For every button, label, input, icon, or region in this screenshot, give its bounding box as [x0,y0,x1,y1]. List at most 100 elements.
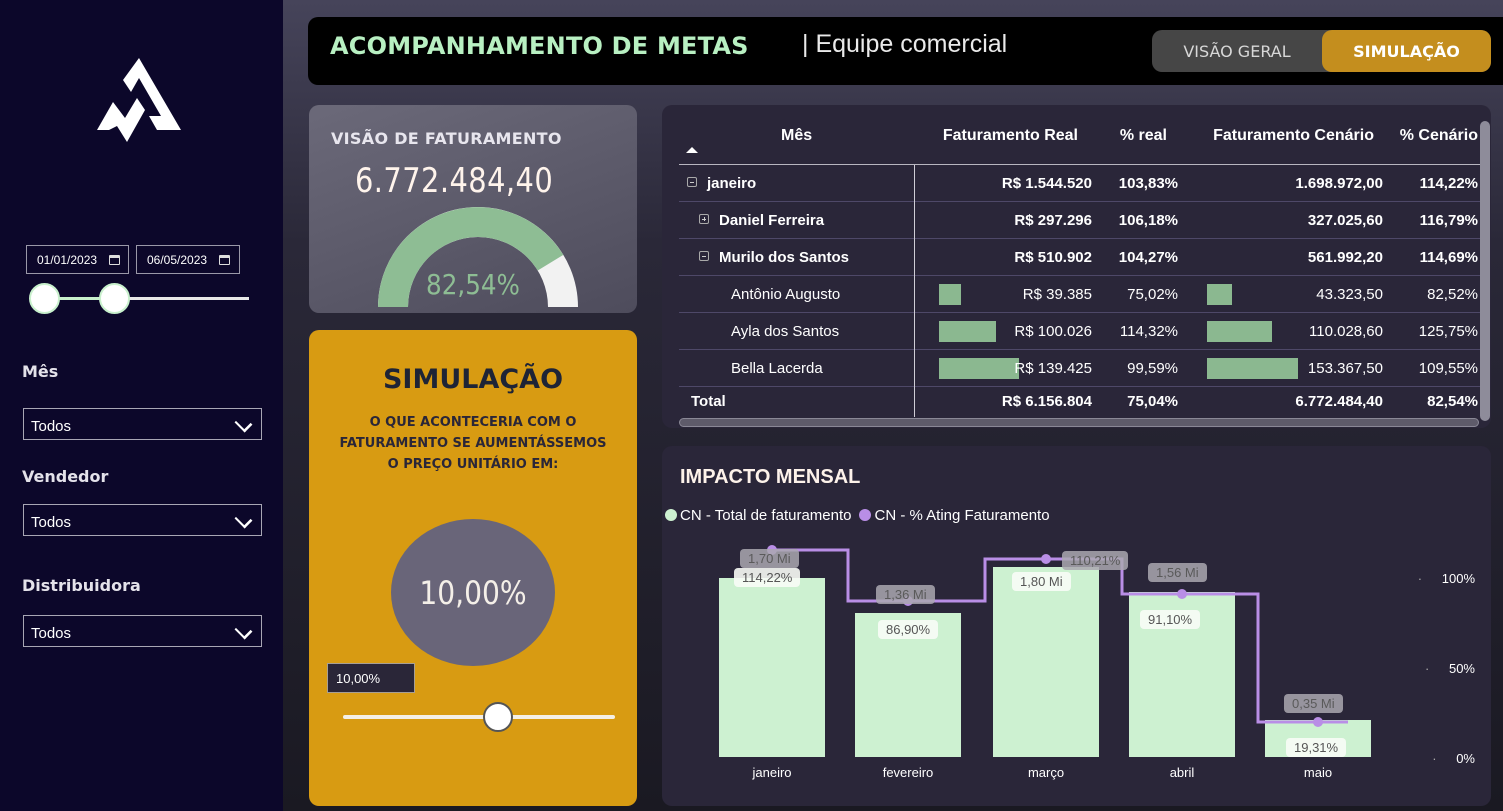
nav-simulacao-button[interactable]: SIMULAÇÃO [1322,30,1491,72]
bar-value-label: 1,80 Mi [1012,572,1071,591]
table-header-row: Mês Faturamento Real % real Faturamento … [679,105,1480,165]
table-total-row: Total R$ 6.156.804 75,04% 6.772.484,40 82,54… [679,387,1480,417]
column-header-mes[interactable]: Mês [781,127,813,144]
filter-label-vendedor: Vendedor [22,467,109,486]
pct-value-label: 114,22% [734,568,801,587]
cell-faturamento-cenario: 153.367,50 [1307,360,1383,377]
row-label: Ayla dos Santos [731,323,840,340]
cell-pct-real: 106,18% [1118,212,1178,229]
column-separator [914,165,915,417]
mes-dropdown[interactable]: Todos [23,408,262,440]
expand-icon[interactable] [699,214,709,224]
revenue-gauge [378,207,578,307]
cell-faturamento-real: R$ 139.425 [1014,360,1092,377]
y-tick-100: 100% [1418,571,1475,586]
distribuidora-dropdown-value: Todos [31,624,72,642]
start-date-input[interactable]: 01/01/2023 [26,245,129,274]
cell-faturamento-real: R$ 297.296 [1014,212,1092,229]
calendar-icon[interactable] [219,254,231,265]
price-increase-slider-handle[interactable] [483,702,513,732]
cell-pct-cenario: 109,55% [1418,360,1478,377]
date-range-start-handle[interactable] [29,283,60,314]
table-row[interactable]: janeiro R$ 1.544.520 103,83% 1.698.972,00 11… [679,165,1480,202]
cell-pct-real: 104,27% [1118,249,1178,266]
legend-item-total[interactable]: CN - Total de faturamento [665,507,851,524]
total-faturamento-real: R$ 6.156.804 [1001,393,1092,410]
cell-pct-real: 103,83% [1118,175,1178,192]
vendedor-dropdown[interactable]: Todos [23,504,262,536]
simulation-value: 10,00% [419,573,527,612]
question-line: O QUE ACONTECERIA COM O [369,415,577,430]
databar-cenario [1207,321,1272,342]
mes-dropdown-value: Todos [31,417,72,435]
page-subtitle: | Equipe comercial [802,30,1008,58]
total-pct-cenario: 82,54% [1427,393,1478,410]
column-header-faturamento-real[interactable]: Faturamento Real [942,127,1078,144]
start-date-value: 01/01/2023 [37,252,98,267]
table-row[interactable]: Murilo dos Santos R$ 510.902 104,27% 561.99… [679,239,1480,276]
legend-dot-icon [665,509,677,521]
vertical-scrollbar[interactable] [1480,121,1490,421]
bar-value-label: 1,70 Mi [740,549,799,568]
bar-value-label: 1,56 Mi [1148,563,1207,582]
kpi-title: VISÃO DE FATURAMENTO [331,129,562,148]
column-header-pct-real[interactable]: % real [1119,127,1167,144]
simulation-value-circle: 10,00% [391,519,555,666]
cell-faturamento-cenario: 110.028,60 [1309,323,1383,340]
price-increase-input[interactable]: 10,00% [327,663,415,693]
nav-visao-geral-button[interactable]: VISÃO GERAL [1183,41,1291,61]
date-range-track[interactable] [44,297,249,300]
end-date-value: 06/05/2023 [147,252,208,267]
simulation-title: SIMULAÇÃO [382,364,564,395]
x-tick-label: janeiro [752,765,792,780]
chevron-down-icon [234,621,253,639]
cell-faturamento-cenario: 1.698.972,00 [1295,175,1383,192]
table-row[interactable]: Daniel Ferreira R$ 297.296 106,18% 327.025,… [679,202,1480,239]
table-row[interactable]: Ayla dos Santos R$ 100.026 114,32% 110.028,… [679,313,1480,350]
logo-icon [97,58,181,142]
cell-faturamento-cenario: 561.992,20 [1307,249,1383,266]
x-tick-label: maio [1303,765,1333,780]
chevron-down-icon [234,414,253,432]
column-header-pct-cenario[interactable]: % Cenário [1399,127,1478,144]
cell-pct-cenario: 114,69% [1419,249,1478,266]
price-increase-slider-track[interactable] [343,715,615,719]
date-range-end-handle[interactable] [99,283,130,314]
table-row[interactable]: Antônio Augusto R$ 39.385 75,02% 43.323,50 8… [679,276,1480,313]
horizontal-scrollbar[interactable] [679,418,1479,427]
column-header-faturamento-cenario[interactable]: Faturamento Cenário [1213,127,1374,144]
table-row[interactable]: Bella Lacerda R$ 139.425 99,59% 153.367,50 1… [679,350,1480,387]
pct-value-label: 110,21% [1062,551,1129,570]
bar-janeiro[interactable] [719,577,825,757]
date-range-fill [44,297,114,300]
chart-title: IMPACTO MENSAL [680,466,861,488]
row-label: janeiro [707,175,757,192]
cell-faturamento-real: R$ 1.544.520 [1001,175,1092,192]
calendar-icon[interactable] [109,254,121,265]
pct-value-label: 86,90% [878,620,939,639]
end-date-input[interactable]: 06/05/2023 [136,245,240,274]
total-label: Total [691,393,726,410]
cell-faturamento-cenario: 43.323,50 [1316,286,1383,303]
pct-value-label: 91,10% [1140,610,1201,629]
sort-ascending-icon[interactable] [686,147,698,153]
databar-real [939,321,996,342]
collapse-icon[interactable] [699,251,709,261]
databar-cenario [1207,284,1232,305]
total-pct-real: 75,04% [1127,393,1178,410]
bar-value-label: 0,35 Mi [1284,694,1343,713]
cell-faturamento-real: R$ 39.385 [1022,286,1092,303]
filter-label-distribuidora: Distribuidora [22,576,141,595]
databar-real [939,358,1019,379]
collapse-icon[interactable] [687,177,697,187]
bar-março[interactable] [993,567,1099,757]
bar-value-label: 1,36 Mi [876,585,935,604]
distribuidora-dropdown[interactable]: Todos [23,615,262,647]
gauge-percent: 82,54% [426,268,520,301]
row-label: Antônio Augusto [731,286,841,303]
legend-item-pct[interactable]: CN - % Ating Faturamento [859,507,1050,524]
y-tick-0: 0% [1432,751,1475,766]
y-tick-50: 50% [1425,661,1475,676]
cell-pct-cenario: 116,79% [1419,212,1478,229]
row-label: Murilo dos Santos [719,249,850,266]
